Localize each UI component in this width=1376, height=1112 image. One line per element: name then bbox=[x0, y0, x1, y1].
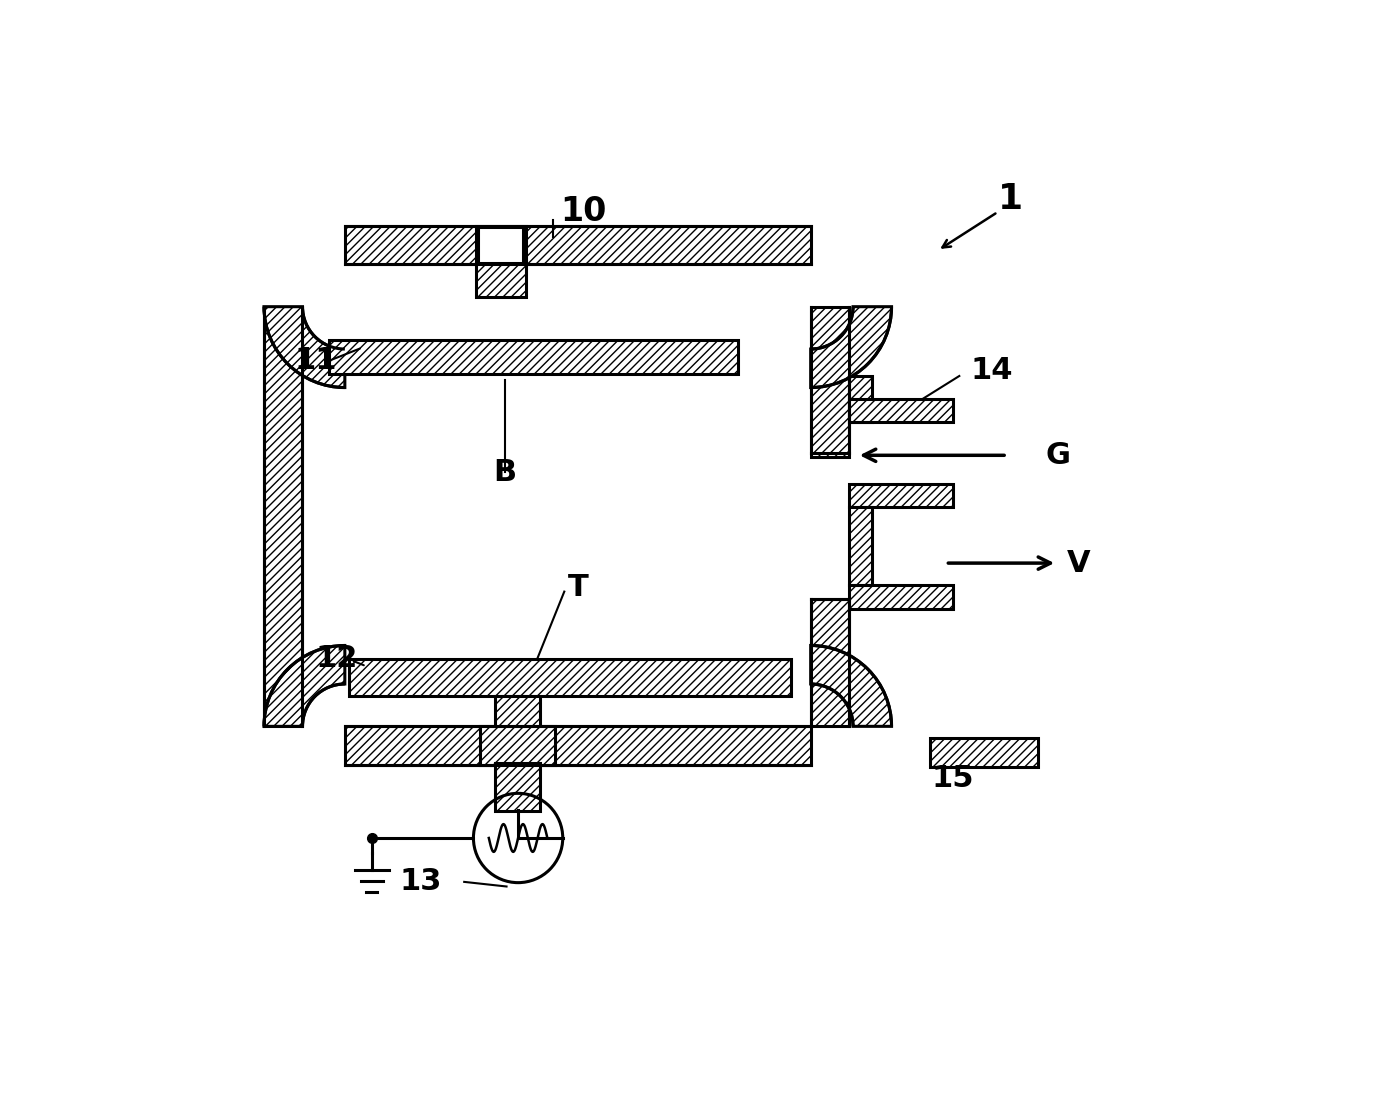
Bar bbox=[476, 262, 526, 297]
Bar bbox=[476, 226, 526, 265]
Bar bbox=[849, 507, 872, 585]
Bar bbox=[345, 726, 810, 765]
Bar bbox=[345, 226, 810, 265]
Text: V: V bbox=[1068, 548, 1091, 577]
Bar bbox=[849, 376, 872, 423]
Text: 14: 14 bbox=[970, 356, 1013, 385]
Bar bbox=[477, 227, 523, 262]
Wedge shape bbox=[810, 307, 892, 388]
Text: T: T bbox=[568, 574, 589, 603]
Wedge shape bbox=[264, 307, 345, 388]
Bar bbox=[810, 599, 849, 726]
Bar bbox=[264, 307, 303, 726]
Text: 1: 1 bbox=[999, 182, 1024, 216]
Bar bbox=[930, 738, 1038, 767]
Wedge shape bbox=[810, 645, 892, 726]
Bar bbox=[849, 484, 954, 507]
Text: 11: 11 bbox=[294, 346, 337, 375]
Bar bbox=[495, 763, 539, 811]
Bar bbox=[810, 307, 849, 457]
Text: B: B bbox=[494, 458, 516, 487]
Bar bbox=[849, 585, 954, 608]
Text: 15: 15 bbox=[932, 764, 974, 793]
Bar bbox=[849, 399, 954, 423]
Text: 12: 12 bbox=[316, 644, 358, 673]
Wedge shape bbox=[264, 645, 345, 726]
Bar bbox=[480, 726, 555, 765]
Bar bbox=[329, 340, 738, 375]
Text: G: G bbox=[1046, 440, 1071, 469]
Bar bbox=[495, 695, 539, 728]
Text: 10: 10 bbox=[560, 196, 607, 228]
Bar bbox=[348, 658, 791, 695]
Text: 13: 13 bbox=[399, 867, 442, 896]
Bar bbox=[303, 265, 810, 726]
